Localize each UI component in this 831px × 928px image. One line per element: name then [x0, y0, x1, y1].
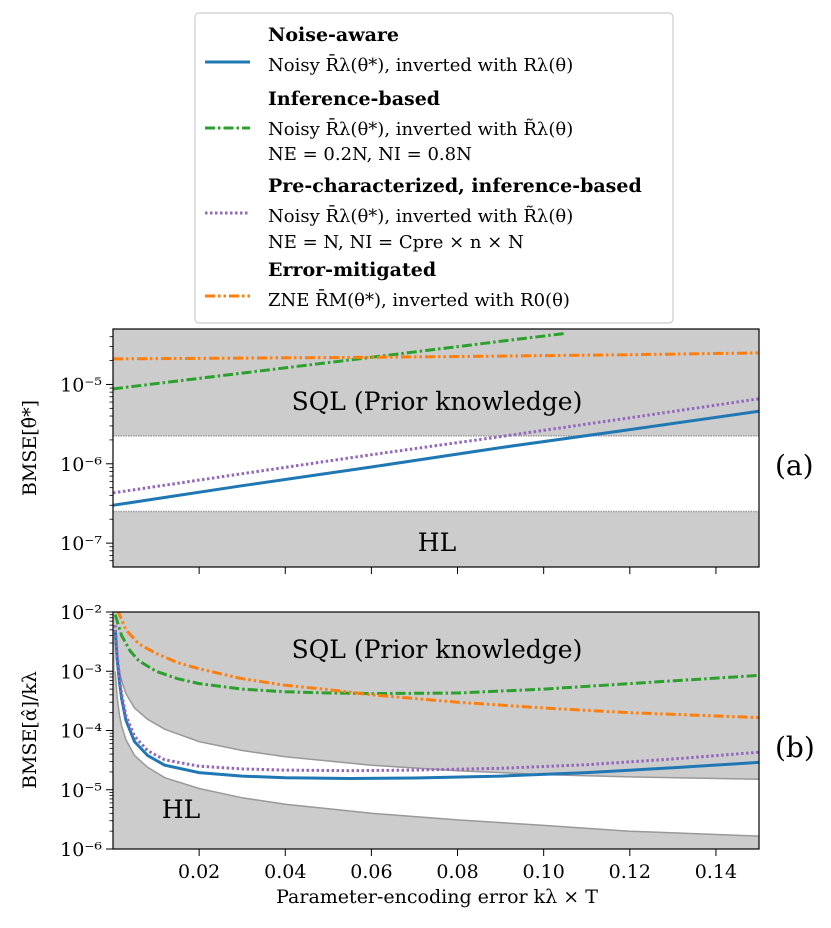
panel-b: 10⁻⁶ 10⁻⁵ 10⁻⁴ 10⁻³ 10⁻² 0.02 0.04 0.06 0.08 0.10…: [19, 602, 815, 908]
legend-params-inference-based: NE = 0.2N, NI = 0.8N: [268, 144, 472, 165]
panel-b-series-inference-based: [113, 614, 759, 696]
panel-a-region-sql-prior-knowledge: [113, 329, 759, 436]
panel-a-y-axis-title: BMSE[θ̂*]: [19, 400, 41, 496]
panel-a-y-tick-label: 10⁻⁶: [60, 454, 102, 476]
panel-b-series-noise-aware: [113, 629, 759, 780]
panel-b-hl-label: HL: [162, 795, 200, 824]
panel-b-y-axis-title: BMSE[α̂]/kλ: [19, 671, 41, 789]
panel-a-y-tick-label: 10⁻⁵: [60, 374, 102, 396]
legend-desc-noise-aware: Noisy R̄λ(θ*), inverted with Rλ(θ): [268, 53, 573, 76]
panel-b-series-error-mitigated: [116, 612, 759, 720]
panel-a-sql-label: SQL (Prior knowledge): [292, 387, 583, 416]
panel-a-hl-label: HL: [418, 528, 456, 557]
panel-b-y-tick-label: 10⁻²: [60, 602, 102, 624]
legend-desc-error-mitigated: ZNE R̄M(θ*), inverted with R0(θ): [268, 288, 570, 311]
panel-a-y-tick-label: 10⁻⁷: [60, 533, 102, 555]
panel-b-y-tick-label: 10⁻⁵: [60, 780, 102, 802]
panel-a-series-inference-based: [113, 331, 566, 391]
panel-b-x-tick-label: 0.06: [350, 861, 392, 883]
panel-b-region-allowed: [115, 643, 759, 837]
panel-b-region-boundary-hl: [114, 671, 759, 837]
legend-desc-inference-based: Noisy R̄λ(θ*), inverted with R̃λ(θ): [268, 117, 573, 140]
panel-b-x-tick-label: 0.14: [695, 861, 737, 883]
legend-title-error-mitigated: Error-mitigated: [268, 259, 436, 281]
panel-a-tag: (a): [775, 449, 814, 482]
panel-a-series-pre-characterized-inference-based: [113, 397, 759, 495]
legend-title-inference-based: Inference-based: [268, 88, 440, 110]
panel-a-series-noise-aware: [113, 409, 759, 507]
panel-b-y-tick-label: 10⁻³: [60, 661, 102, 683]
panel-a-region-hl: [113, 511, 759, 567]
panel-b-y-tick-label: 10⁻⁶: [60, 839, 102, 861]
legend-desc-pre-characterized: Noisy R̄λ(θ*), inverted with R̃λ(θ): [268, 204, 573, 227]
panel-b-x-tick-label: 0.02: [178, 861, 220, 883]
panel-a-frame: [112, 328, 760, 568]
panel-b-x-tick-label: 0.04: [264, 861, 306, 883]
panel-b-x-tick-label: 0.10: [523, 861, 565, 883]
panel-a: 10⁻⁷ 10⁻⁶ 10⁻⁵ SQL (Prior knowledge) HL BM…: [19, 328, 814, 574]
legend-title-noise-aware: Noise-aware: [268, 24, 399, 46]
legend-frame: [194, 12, 674, 324]
x-axis-title: Parameter-encoding error kλ × T: [276, 886, 598, 908]
panel-b-sql-label: SQL (Prior knowledge): [292, 635, 583, 664]
legend-params-pre-characterized: NE = N, NI = Cpre × n × N: [268, 232, 524, 253]
legend: Noise-aware Noisy R̄λ(θ*), inverted with…: [194, 12, 674, 324]
legend-title-pre-characterized: Pre-characterized, inference-based: [268, 175, 642, 197]
panel-b-series-pre-characterized-inference-based: [113, 624, 759, 773]
panel-b-x-tick-label: 0.08: [436, 861, 478, 883]
panel-b-y-tick-label: 10⁻⁴: [60, 721, 102, 743]
panel-b-x-tick-label: 0.12: [609, 861, 651, 883]
panel-b-tag: (b): [775, 731, 815, 764]
